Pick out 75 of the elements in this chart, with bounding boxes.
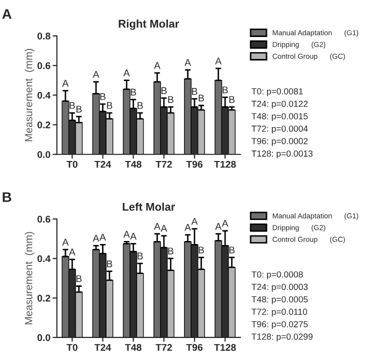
y-tick-label: 0.8	[38, 32, 50, 40]
data-label: B	[198, 246, 204, 254]
x-tick-label: T72	[156, 344, 172, 351]
data-label: A	[215, 58, 222, 64]
text: T0: p=0.0008	[252, 271, 303, 280]
data-label: B	[229, 96, 235, 103]
text: T24: p=0.0003	[252, 284, 308, 292]
y-tick-label: 0.2	[38, 121, 50, 128]
x-tick-label: T96	[186, 160, 203, 168]
y-tick-label: 0.4	[38, 255, 51, 262]
data-label: A	[130, 232, 137, 240]
text: T24: p=0.0122	[252, 100, 308, 109]
x-tick-label: T96	[186, 344, 203, 351]
data-label: B	[198, 94, 204, 102]
x-tick-label: T72	[156, 160, 172, 168]
data-label: A	[222, 220, 228, 227]
y-tick-label: 0.6	[38, 62, 50, 70]
data-label: B	[100, 93, 106, 100]
text: B	[2, 192, 12, 202]
y-tick-label: 0.0	[38, 151, 50, 158]
data-label: A	[154, 62, 160, 69]
data-label: A	[92, 234, 100, 242]
data-label: B	[138, 252, 143, 260]
data-label: B	[76, 275, 82, 282]
data-label: B	[76, 106, 82, 113]
x-tick-label: T128	[214, 344, 236, 351]
data-label: A	[123, 70, 130, 76]
data-label: A	[68, 248, 76, 256]
data-label: A	[215, 223, 222, 230]
y-tick-label: 0.0	[38, 334, 50, 342]
data-label: B	[168, 96, 174, 103]
data-label: A	[160, 224, 168, 232]
data-label: B	[130, 88, 136, 96]
text: T96: p=0.0275	[252, 321, 308, 330]
y-axis-title: Measurement (mm)	[24, 232, 34, 324]
data-label: A	[100, 234, 106, 241]
text: T48: p=0.0015	[252, 113, 308, 122]
text: T72: p=0.0004	[252, 126, 308, 134]
chart-title: Left Molar	[122, 202, 176, 211]
data-label: B	[192, 88, 198, 95]
x-tick-label: T48	[125, 160, 142, 168]
data-label: A	[92, 71, 100, 78]
data-label: B	[107, 260, 112, 268]
x-tick-label: T24	[94, 160, 112, 168]
text: T128: p=0.0013	[252, 150, 313, 158]
text: T48: p=0.0005	[252, 296, 308, 304]
x-tick-label: T0	[66, 344, 78, 351]
x-tick-label: T0	[66, 160, 78, 168]
data-label: B	[168, 248, 174, 254]
data-label: A	[154, 223, 160, 230]
y-tick-label: 0.6	[38, 216, 50, 223]
data-label: A	[184, 224, 192, 231]
data-label: A	[123, 230, 130, 238]
text: T0: p=0.0081	[252, 88, 303, 96]
data-label: B	[138, 102, 143, 109]
data-label: A	[184, 59, 192, 66]
x-tick-label: T128	[214, 160, 236, 168]
y-axis-title: Measurement (mm)	[24, 48, 34, 142]
data-label: B	[107, 102, 112, 109]
data-label: B	[70, 102, 75, 109]
chart-title: Right Molar	[118, 20, 180, 30]
data-label: B	[161, 87, 167, 94]
text: T128: p=0.0299	[252, 334, 313, 342]
data-label: A	[62, 80, 69, 87]
data-label: B	[229, 246, 235, 254]
x-tick-label: T48	[125, 344, 142, 351]
data-label: A	[62, 238, 69, 246]
text: A	[2, 9, 12, 19]
text: T96: p=0.0002	[252, 138, 308, 146]
data-label: A	[191, 218, 198, 225]
y-tick-label: 0.4	[38, 92, 51, 99]
text: T72: p=0.0110	[252, 308, 308, 317]
y-tick-label: 0.2	[38, 294, 50, 302]
x-tick-label: T24	[94, 344, 112, 351]
data-label: B	[222, 86, 228, 94]
